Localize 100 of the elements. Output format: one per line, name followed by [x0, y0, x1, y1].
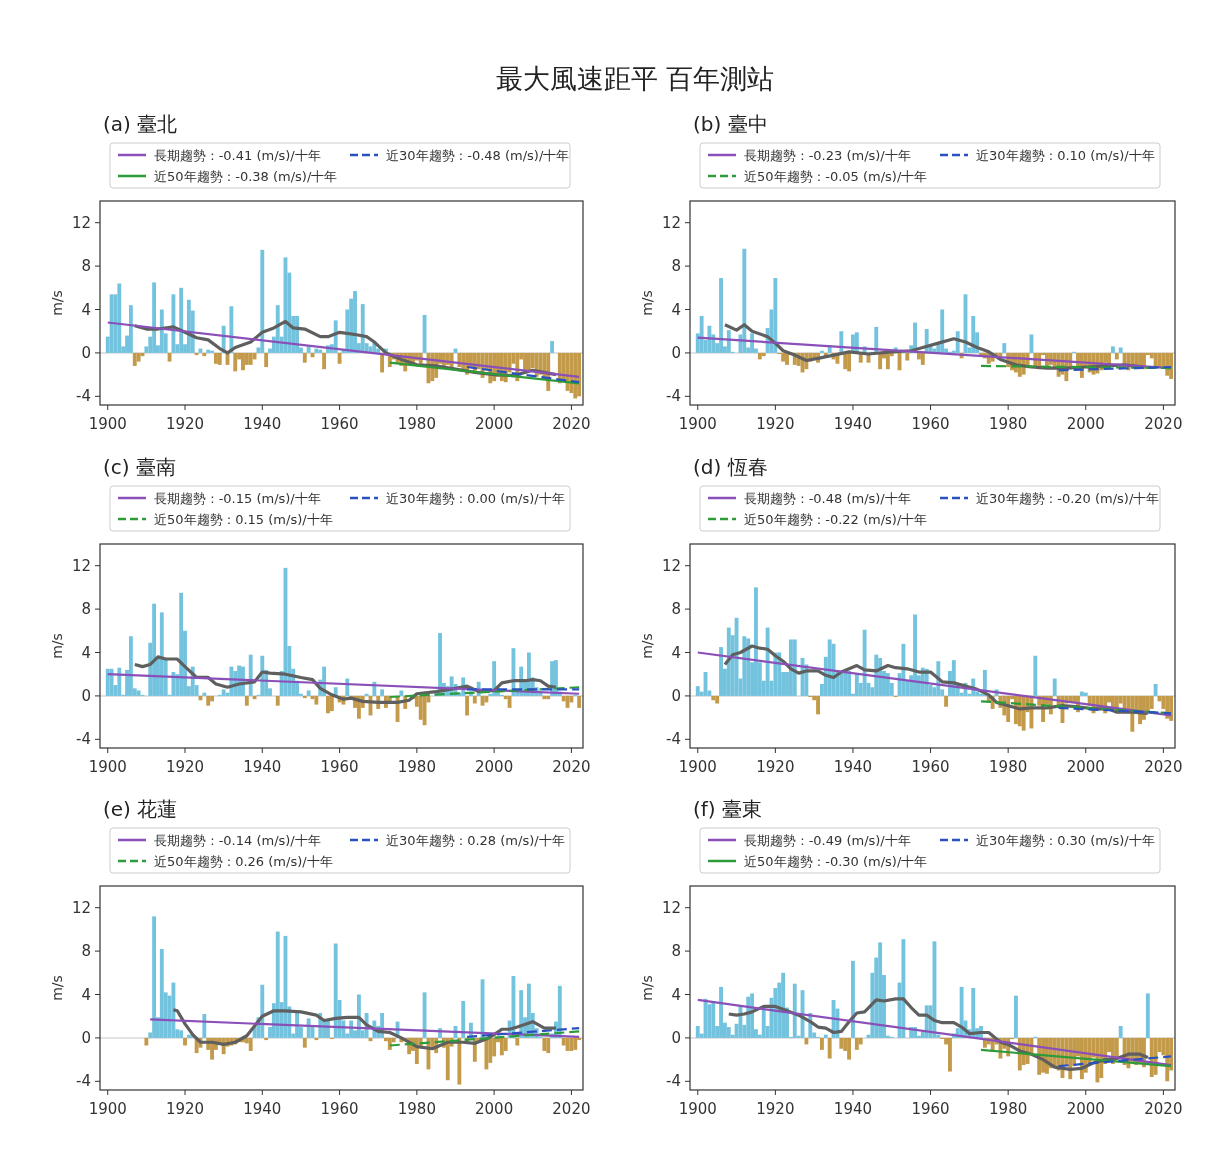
legend-label: 近50年趨勢 : -0.30 (m/s)/十年 — [744, 854, 928, 869]
y-tick-label: 4 — [81, 300, 91, 319]
text: 最大風速距平 百年測站 — [495, 63, 775, 94]
legend-label: 近30年趨勢 : -0.20 (m/s)/十年 — [976, 491, 1160, 506]
x-tick-label: 2000 — [1066, 415, 1105, 433]
x-tick-label: 1920 — [756, 415, 795, 433]
y-tick-label: 4 — [671, 643, 681, 662]
x-tick-label: 1960 — [320, 1100, 359, 1118]
y-tick-label: 12 — [661, 556, 681, 575]
y-tick-label: -4 — [76, 730, 91, 749]
x-tick-label: 1900 — [88, 758, 127, 776]
x-tick-label: 1960 — [911, 758, 950, 776]
y-axis-title: m/s — [49, 290, 65, 316]
legend-label: 長期趨勢 : -0.49 (m/s)/十年 — [744, 833, 911, 848]
y-tick-label: 4 — [81, 985, 91, 1004]
legend-label: 長期趨勢 : -0.14 (m/s)/十年 — [154, 833, 321, 848]
y-tick-label: 8 — [81, 942, 91, 961]
x-tick-label: 1920 — [756, 1100, 795, 1118]
y-tick-label: 0 — [81, 686, 91, 705]
x-tick-label: 2000 — [475, 415, 514, 433]
x-tick-label: 1940 — [243, 758, 282, 776]
y-tick-label: -4 — [666, 387, 681, 406]
x-tick-label: 1940 — [243, 1100, 282, 1118]
x-tick-label: 1960 — [911, 415, 950, 433]
y-tick-label: 12 — [71, 213, 91, 232]
x-tick-label: 2000 — [475, 758, 514, 776]
y-tick-label: 12 — [71, 556, 91, 575]
legend-label: 近30年趨勢 : 0.00 (m/s)/十年 — [386, 491, 565, 506]
y-tick-label: 4 — [671, 985, 681, 1004]
x-tick-label: 1940 — [833, 1100, 873, 1118]
y-tick-label: 8 — [671, 257, 681, 276]
x-tick-label: 1900 — [88, 415, 127, 433]
legend-label: 長期趨勢 : -0.48 (m/s)/十年 — [744, 491, 911, 506]
chart-title: (a) 臺北 — [103, 112, 178, 136]
y-tick-label: -4 — [76, 1072, 91, 1091]
y-tick-label: 12 — [661, 213, 681, 232]
x-tick-label: 1980 — [397, 415, 436, 433]
y-tick-label: -4 — [666, 1072, 681, 1091]
legend-label: 近50年趨勢 : -0.38 (m/s)/十年 — [154, 169, 338, 184]
y-tick-label: 12 — [661, 898, 681, 917]
x-tick-label: 1960 — [320, 758, 359, 776]
x-tick-label: 2020 — [552, 415, 591, 433]
x-tick-label: 2000 — [1066, 1100, 1105, 1118]
y-tick-label: -4 — [666, 730, 681, 749]
x-tick-label: 1940 — [833, 758, 873, 776]
y-tick-label: 4 — [671, 300, 681, 319]
legend-label: 近50年趨勢 : -0.05 (m/s)/十年 — [744, 169, 928, 184]
x-tick-label: 1980 — [397, 758, 436, 776]
y-axis-title: m/s — [49, 633, 65, 659]
x-tick-label: 1940 — [243, 415, 282, 433]
y-tick-label: 0 — [671, 686, 681, 705]
y-tick-label: 8 — [81, 600, 91, 619]
y-axis-title: m/s — [639, 975, 655, 1001]
y-axis-title: m/s — [49, 975, 65, 1001]
y-axis-title: m/s — [639, 290, 655, 316]
x-tick-label: 1920 — [165, 1100, 205, 1118]
y-tick-label: 8 — [671, 942, 681, 961]
legend-label: 近30年趨勢 : 0.30 (m/s)/十年 — [976, 833, 1155, 848]
y-tick-label: 0 — [671, 343, 681, 362]
x-tick-label: 1960 — [320, 415, 359, 433]
x-tick-label: 1920 — [756, 758, 795, 776]
y-tick-label: -4 — [76, 387, 91, 406]
x-tick-label: 2020 — [1144, 1100, 1183, 1118]
x-tick-label: 1920 — [165, 758, 205, 776]
x-tick-label: 1920 — [165, 415, 205, 433]
x-tick-label: 2020 — [552, 1100, 591, 1118]
x-tick-label: 1980 — [989, 758, 1028, 776]
x-tick-label: 2020 — [1144, 758, 1183, 776]
y-tick-label: 0 — [671, 1028, 681, 1047]
x-tick-label: 1960 — [911, 1100, 950, 1118]
x-tick-label: 1940 — [833, 415, 873, 433]
legend-label: 長期趨勢 : -0.15 (m/s)/十年 — [154, 491, 321, 506]
x-tick-label: 2020 — [552, 758, 591, 776]
chart-title: (c) 臺南 — [103, 455, 176, 479]
y-axis-title: m/s — [639, 633, 655, 659]
x-tick-label: 1900 — [678, 415, 717, 433]
x-tick-label: 1900 — [88, 1100, 127, 1118]
legend-label: 近30年趨勢 : 0.28 (m/s)/十年 — [386, 833, 565, 848]
x-tick-label: 1900 — [678, 758, 717, 776]
chart-title: (d) 恆春 — [693, 455, 768, 479]
y-tick-label: 8 — [81, 257, 91, 276]
x-tick-label: 2000 — [1066, 758, 1105, 776]
x-tick-label: 1980 — [989, 415, 1028, 433]
chart-title: (b) 臺中 — [693, 112, 768, 136]
legend-label: 近30年趨勢 : -0.48 (m/s)/十年 — [386, 148, 570, 163]
legend-label: 近50年趨勢 : 0.26 (m/s)/十年 — [154, 854, 333, 869]
chart-title: (e) 花蓮 — [103, 797, 178, 821]
legend-label: 近30年趨勢 : 0.10 (m/s)/十年 — [976, 148, 1155, 163]
x-tick-label: 1900 — [678, 1100, 717, 1118]
y-tick-label: 0 — [81, 1028, 91, 1047]
legend-label: 長期趨勢 : -0.23 (m/s)/十年 — [744, 148, 911, 163]
legend-label: 近50年趨勢 : -0.22 (m/s)/十年 — [744, 512, 928, 527]
y-tick-label: 0 — [81, 343, 91, 362]
x-tick-label: 1980 — [989, 1100, 1028, 1118]
x-tick-label: 2000 — [475, 1100, 514, 1118]
chart-title: (f) 臺東 — [693, 797, 763, 821]
legend-label: 長期趨勢 : -0.41 (m/s)/十年 — [154, 148, 321, 163]
legend-label: 近50年趨勢 : 0.15 (m/s)/十年 — [154, 512, 333, 527]
y-tick-label: 12 — [71, 898, 91, 917]
y-tick-label: 8 — [671, 600, 681, 619]
